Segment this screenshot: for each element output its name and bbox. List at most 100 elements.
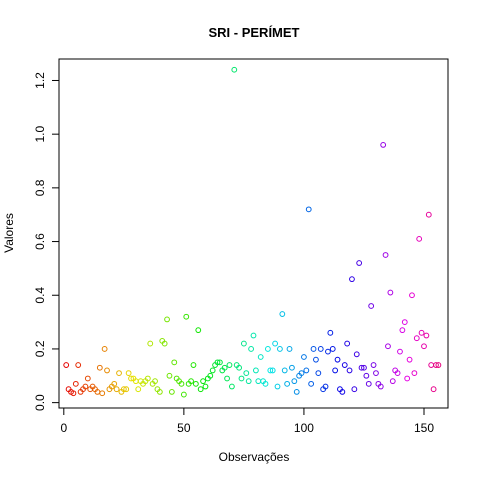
data-point <box>240 340 247 347</box>
data-point <box>166 372 173 379</box>
x-tick-label: 150 <box>414 421 434 435</box>
data-point <box>147 340 154 347</box>
data-point <box>123 386 130 393</box>
data-point <box>313 356 319 363</box>
data-point <box>421 343 427 350</box>
data-point <box>116 370 122 377</box>
data-point <box>228 383 235 390</box>
data-point <box>209 367 216 374</box>
data-point <box>361 364 367 371</box>
data-point <box>363 372 370 379</box>
data-point <box>433 362 439 368</box>
data-point <box>265 346 271 352</box>
data-point <box>128 375 134 382</box>
data-point <box>113 386 120 393</box>
data-point <box>341 362 348 368</box>
data-point <box>284 380 291 387</box>
data-point <box>279 311 286 317</box>
data-point <box>99 390 106 397</box>
data-point <box>301 354 307 360</box>
data-point <box>202 383 209 390</box>
x-axis: 0 50 100 150 <box>60 408 434 435</box>
data-point <box>406 356 413 363</box>
data-point <box>262 380 269 387</box>
data-point <box>356 260 363 266</box>
data-point <box>344 340 351 347</box>
data-point <box>411 370 418 377</box>
data-point <box>248 346 254 352</box>
data-point <box>111 380 118 387</box>
data-point <box>72 380 79 387</box>
data-point <box>370 362 377 368</box>
data-point <box>63 362 70 368</box>
data-point <box>236 364 242 371</box>
data-point <box>144 375 151 382</box>
data-point <box>349 276 355 283</box>
data-point <box>274 383 281 390</box>
chart-title: SRI - PERÍMET <box>208 25 299 40</box>
data-point <box>200 378 206 385</box>
data-point <box>231 66 238 73</box>
data-point <box>387 289 394 296</box>
data-point <box>96 364 103 371</box>
data-point <box>82 383 89 390</box>
data-point <box>382 252 389 258</box>
data-point <box>75 362 82 368</box>
data-point <box>368 303 375 309</box>
y-axis: 0.0 0.2 0.4 0.6 0.8 1.0 1.2 <box>33 72 59 411</box>
x-tick-label: 0 <box>60 421 67 435</box>
data-point <box>238 375 245 382</box>
data-point <box>84 375 91 382</box>
data-point <box>430 386 437 393</box>
data-point <box>298 370 305 377</box>
data-point <box>281 367 288 374</box>
data-point <box>380 142 387 148</box>
data-point <box>286 346 293 352</box>
data-point <box>401 319 408 325</box>
data-point <box>413 335 420 342</box>
y-tick-label: 0.8 <box>33 179 47 196</box>
data-point <box>351 386 358 393</box>
data-point <box>152 378 158 385</box>
data-point <box>394 370 401 377</box>
data-point <box>317 346 324 352</box>
data-point <box>305 206 312 213</box>
data-point <box>293 388 300 395</box>
data-point <box>171 359 178 366</box>
data-point <box>168 388 175 395</box>
data-point <box>346 367 353 374</box>
data-point <box>269 367 276 374</box>
data-point <box>332 367 339 374</box>
data-point <box>291 378 298 385</box>
data-point <box>161 340 168 347</box>
data-point <box>197 386 204 393</box>
x-tick-label: 50 <box>177 421 191 435</box>
data-point <box>250 332 257 339</box>
y-tick-label: 1.0 <box>33 126 47 143</box>
data-point <box>310 346 317 352</box>
data-point <box>183 313 190 320</box>
data-point <box>327 329 334 336</box>
y-tick-label: 0.6 <box>33 233 47 250</box>
data-point <box>339 388 346 395</box>
data-point <box>195 327 202 334</box>
data-point <box>325 348 331 355</box>
data-point <box>289 364 295 371</box>
data-point <box>70 390 77 397</box>
data-point <box>418 329 425 336</box>
data-point <box>267 367 274 374</box>
data-point <box>358 364 365 371</box>
data-point <box>303 367 310 374</box>
y-tick-label: 0.2 <box>33 340 47 357</box>
data-point <box>101 346 108 352</box>
data-point <box>272 340 279 347</box>
data-point <box>243 370 250 377</box>
data-point <box>416 235 423 242</box>
data-point <box>423 332 430 339</box>
data-point <box>425 211 432 218</box>
plot-frame <box>58 58 449 409</box>
data-point <box>373 370 379 377</box>
data-point <box>135 386 142 393</box>
x-tick-label: 100 <box>294 421 314 435</box>
